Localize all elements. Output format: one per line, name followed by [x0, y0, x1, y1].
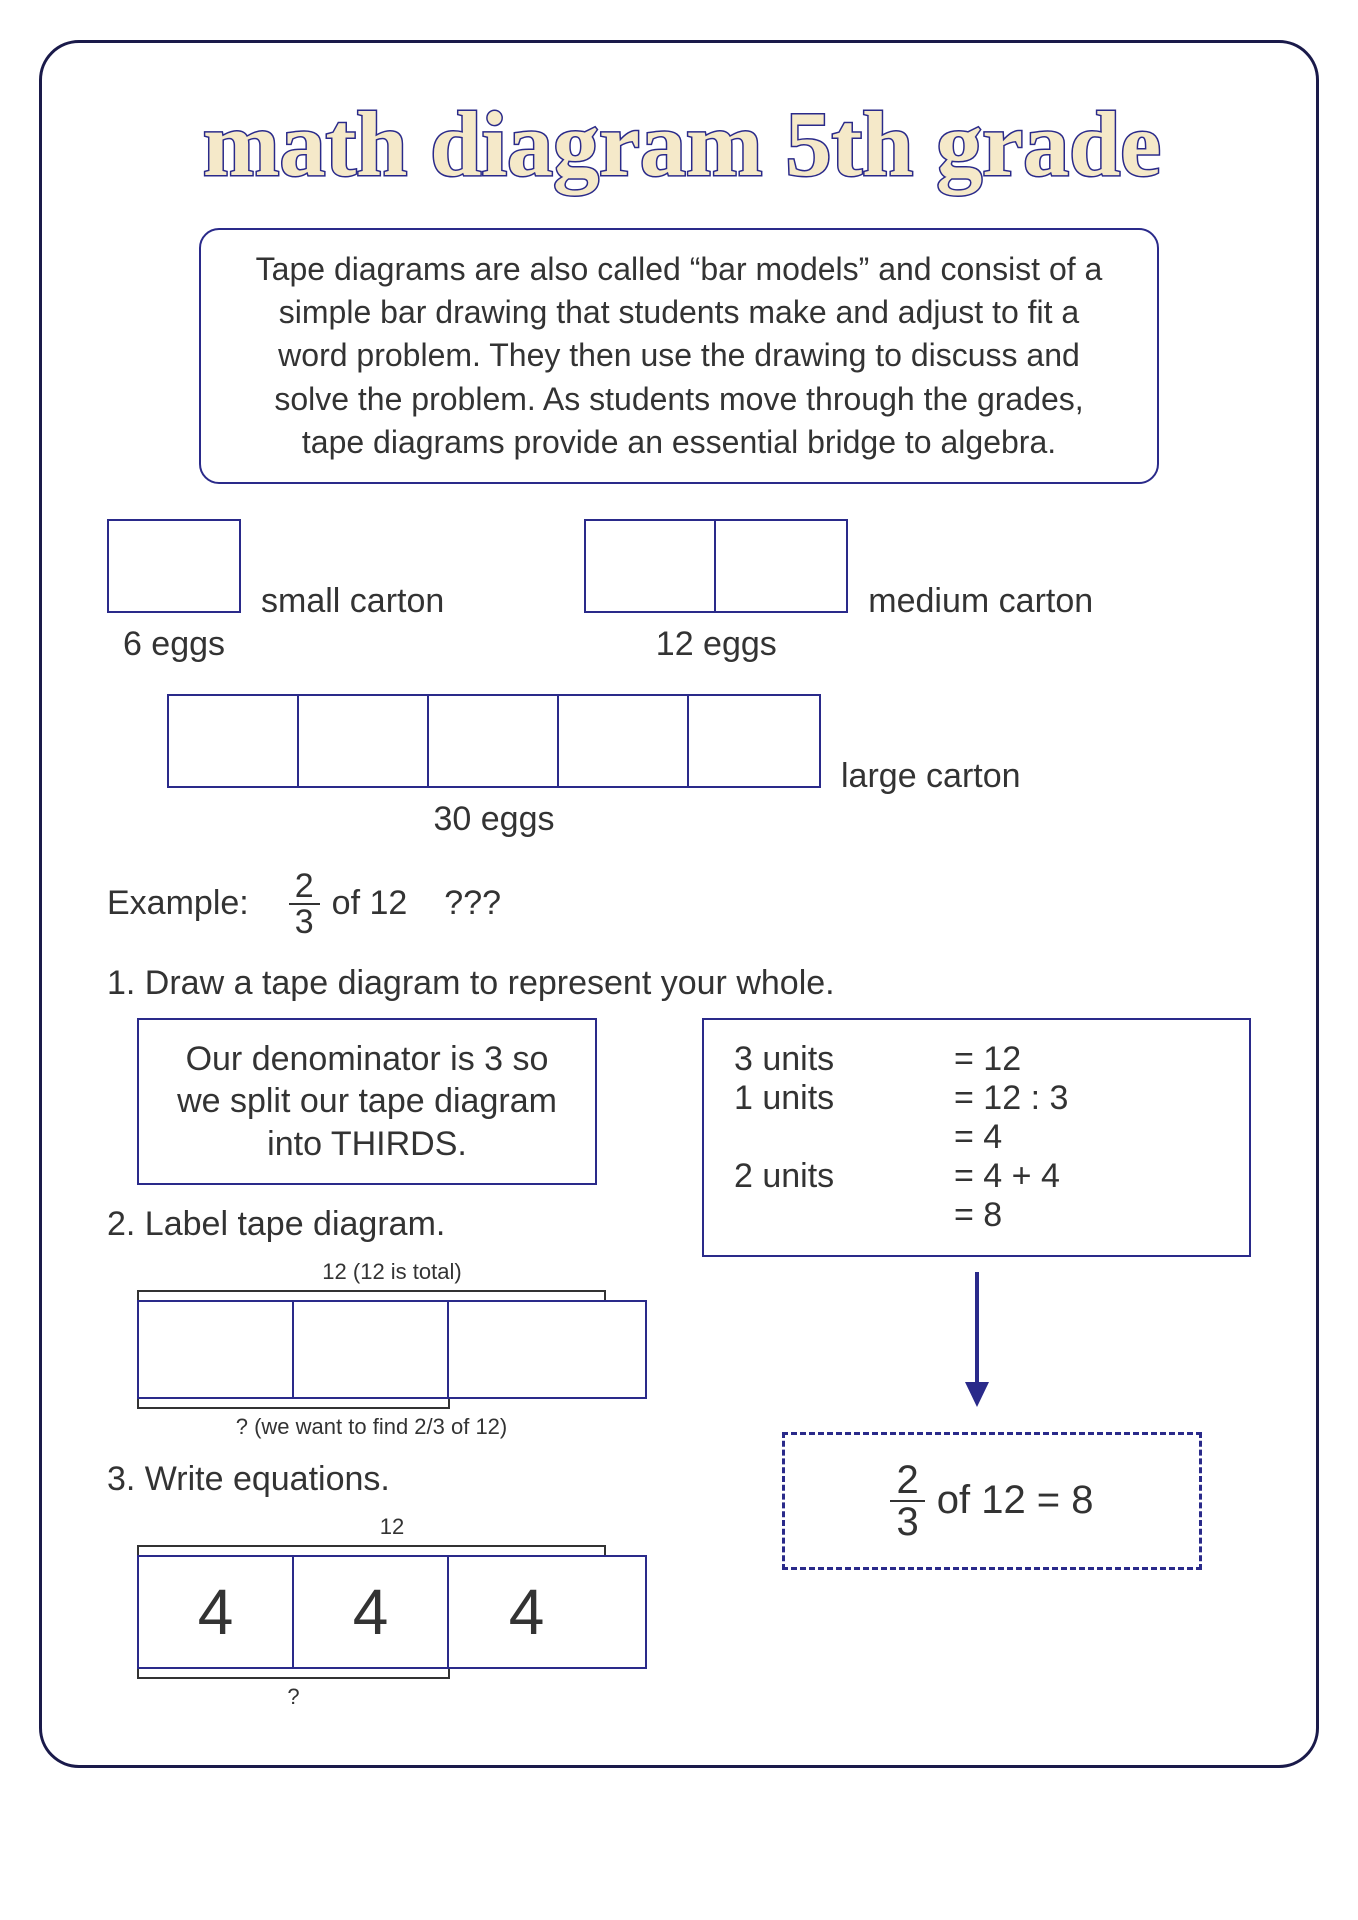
bar-cell: 4: [139, 1557, 294, 1667]
frac-den: 3: [289, 905, 320, 939]
bracket-top-s3: [137, 1545, 606, 1555]
calc-left: [734, 1118, 954, 1157]
calc-right: = 12 : 3: [954, 1079, 1219, 1118]
step-3: 3. Write equations.: [107, 1460, 647, 1499]
bar-medium: [584, 519, 848, 613]
frac-num: 2: [289, 869, 320, 905]
eggs-large: 30 eggs: [434, 800, 555, 839]
bar-cell: [299, 696, 429, 786]
bar-large: [167, 694, 821, 788]
label-small: small carton: [261, 582, 444, 621]
s2-top-label: 12 (12 is total): [137, 1259, 647, 1285]
bar-cell: [139, 1302, 294, 1397]
carton-medium: 12 eggs: [584, 519, 848, 664]
bar-cell: [689, 696, 819, 786]
bar-s2: [137, 1300, 647, 1399]
bracket-top-s2: [137, 1290, 606, 1300]
bar-cell: [429, 696, 559, 786]
example-fraction: 2 3: [289, 869, 320, 939]
calc-left: 3 units: [734, 1040, 954, 1079]
title-text: math diagram 5th grade: [203, 93, 1161, 195]
right-col: 3 units= 121 units= 12 : 3= 42 units= 4 …: [702, 1018, 1251, 1570]
worksheet-page: math diagram 5th grade Tape diagrams are…: [39, 40, 1319, 1768]
tape-step3: 12 444 ?: [137, 1514, 647, 1710]
label-medium: medium carton: [868, 582, 1093, 621]
carton-row-large: 30 eggs large carton: [167, 694, 1251, 839]
calc-row: = 4: [734, 1118, 1219, 1157]
intro-box: Tape diagrams are also called “bar model…: [199, 228, 1159, 484]
calc-left: 2 units: [734, 1157, 954, 1196]
bar-cell: [109, 521, 239, 611]
step-1: 1. Draw a tape diagram to represent your…: [107, 964, 1251, 1003]
bar-small: [107, 519, 241, 613]
bar-cell: 4: [294, 1557, 449, 1667]
bar-cell: [559, 696, 689, 786]
title-svg: math diagram 5th grade: [107, 83, 1257, 203]
calc-left: [734, 1196, 954, 1235]
result-fraction: 2 3: [890, 1460, 924, 1542]
bar-s3: 444: [137, 1555, 647, 1669]
example-label: Example:: [107, 884, 249, 923]
page-title: math diagram 5th grade: [107, 83, 1251, 208]
label-large: large carton: [841, 757, 1021, 796]
bar-cell: [716, 521, 846, 611]
step1-note: Our denominator is 3 so we split our tap…: [137, 1018, 597, 1186]
s3-bot-label: ?: [137, 1684, 450, 1710]
calc-row: = 8: [734, 1196, 1219, 1235]
calc-left: 1 units: [734, 1079, 954, 1118]
s2-bot-label: ? (we want to find 2/3 of 12): [137, 1414, 606, 1440]
calc-right: = 12: [954, 1040, 1219, 1079]
bracket-bot-s2: [137, 1399, 450, 1409]
calc-right: = 4: [954, 1118, 1219, 1157]
result-box: 2 3 of 12 = 8: [782, 1432, 1202, 1570]
carton-row-top: 6 eggs small carton 12 eggs medium carto…: [107, 519, 1251, 664]
result-text: of 12 = 8: [937, 1478, 1094, 1523]
s3-top-label: 12: [137, 1514, 647, 1540]
step-2: 2. Label tape diagram.: [107, 1205, 647, 1244]
two-col: Our denominator is 3 so we split our tap…: [107, 1018, 1251, 1716]
example-question: ???: [444, 884, 501, 923]
left-col: Our denominator is 3 so we split our tap…: [107, 1018, 647, 1716]
example-row: Example: 2 3 of 12 ???: [107, 869, 1251, 939]
bar-cell: [294, 1302, 449, 1397]
bar-cell: 4: [449, 1557, 604, 1667]
result-frac-num: 2: [890, 1460, 924, 1502]
bar-cell: [169, 696, 299, 786]
carton-large: 30 eggs: [167, 694, 821, 839]
result-frac-den: 3: [890, 1502, 924, 1542]
calc-right: = 8: [954, 1196, 1219, 1235]
calc-box: 3 units= 121 units= 12 : 3= 42 units= 4 …: [702, 1018, 1251, 1257]
tape-step2: 12 (12 is total) ? (we want to find 2/3 …: [137, 1259, 647, 1440]
bracket-bot-s3: [137, 1669, 450, 1679]
eggs-small: 6 eggs: [123, 625, 225, 664]
intro-text: Tape diagrams are also called “bar model…: [256, 251, 1103, 460]
bar-cell: [586, 521, 716, 611]
arrow-down: [702, 1272, 1251, 1417]
eggs-medium: 12 eggs: [656, 625, 777, 664]
calc-row: 2 units= 4 + 4: [734, 1157, 1219, 1196]
carton-small: 6 eggs: [107, 519, 241, 664]
calc-row: 1 units= 12 : 3: [734, 1079, 1219, 1118]
bar-cell: [449, 1302, 604, 1397]
calc-right: = 4 + 4: [954, 1157, 1219, 1196]
calc-row: 3 units= 12: [734, 1040, 1219, 1079]
example-of: of 12: [332, 884, 408, 923]
arrow-icon: [947, 1272, 1007, 1412]
